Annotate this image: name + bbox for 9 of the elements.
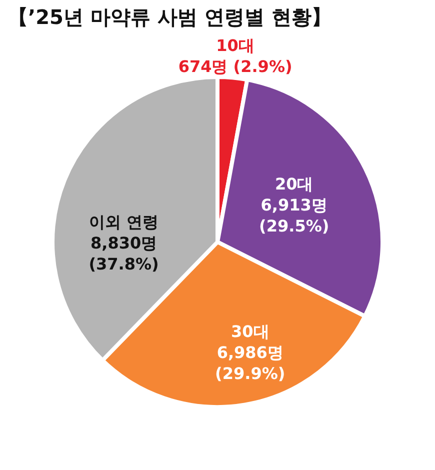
- slice-label: 이외 연령: [89, 212, 159, 232]
- data-label: 6,986명 (29.9%): [215, 342, 286, 383]
- slice-label: 10대: [216, 36, 254, 55]
- data-label: 674명 (2.9%): [178, 56, 292, 76]
- slice-label: 20대: [274, 174, 314, 194]
- chart-title: 【’25년 마약류 사범 연령별 현황】: [8, 5, 332, 29]
- slice-label: 30대: [230, 322, 270, 341]
- data-label: 8,830명 (37.8%): [88, 234, 159, 274]
- data-label: 6,913명 (29.5%): [259, 196, 330, 236]
